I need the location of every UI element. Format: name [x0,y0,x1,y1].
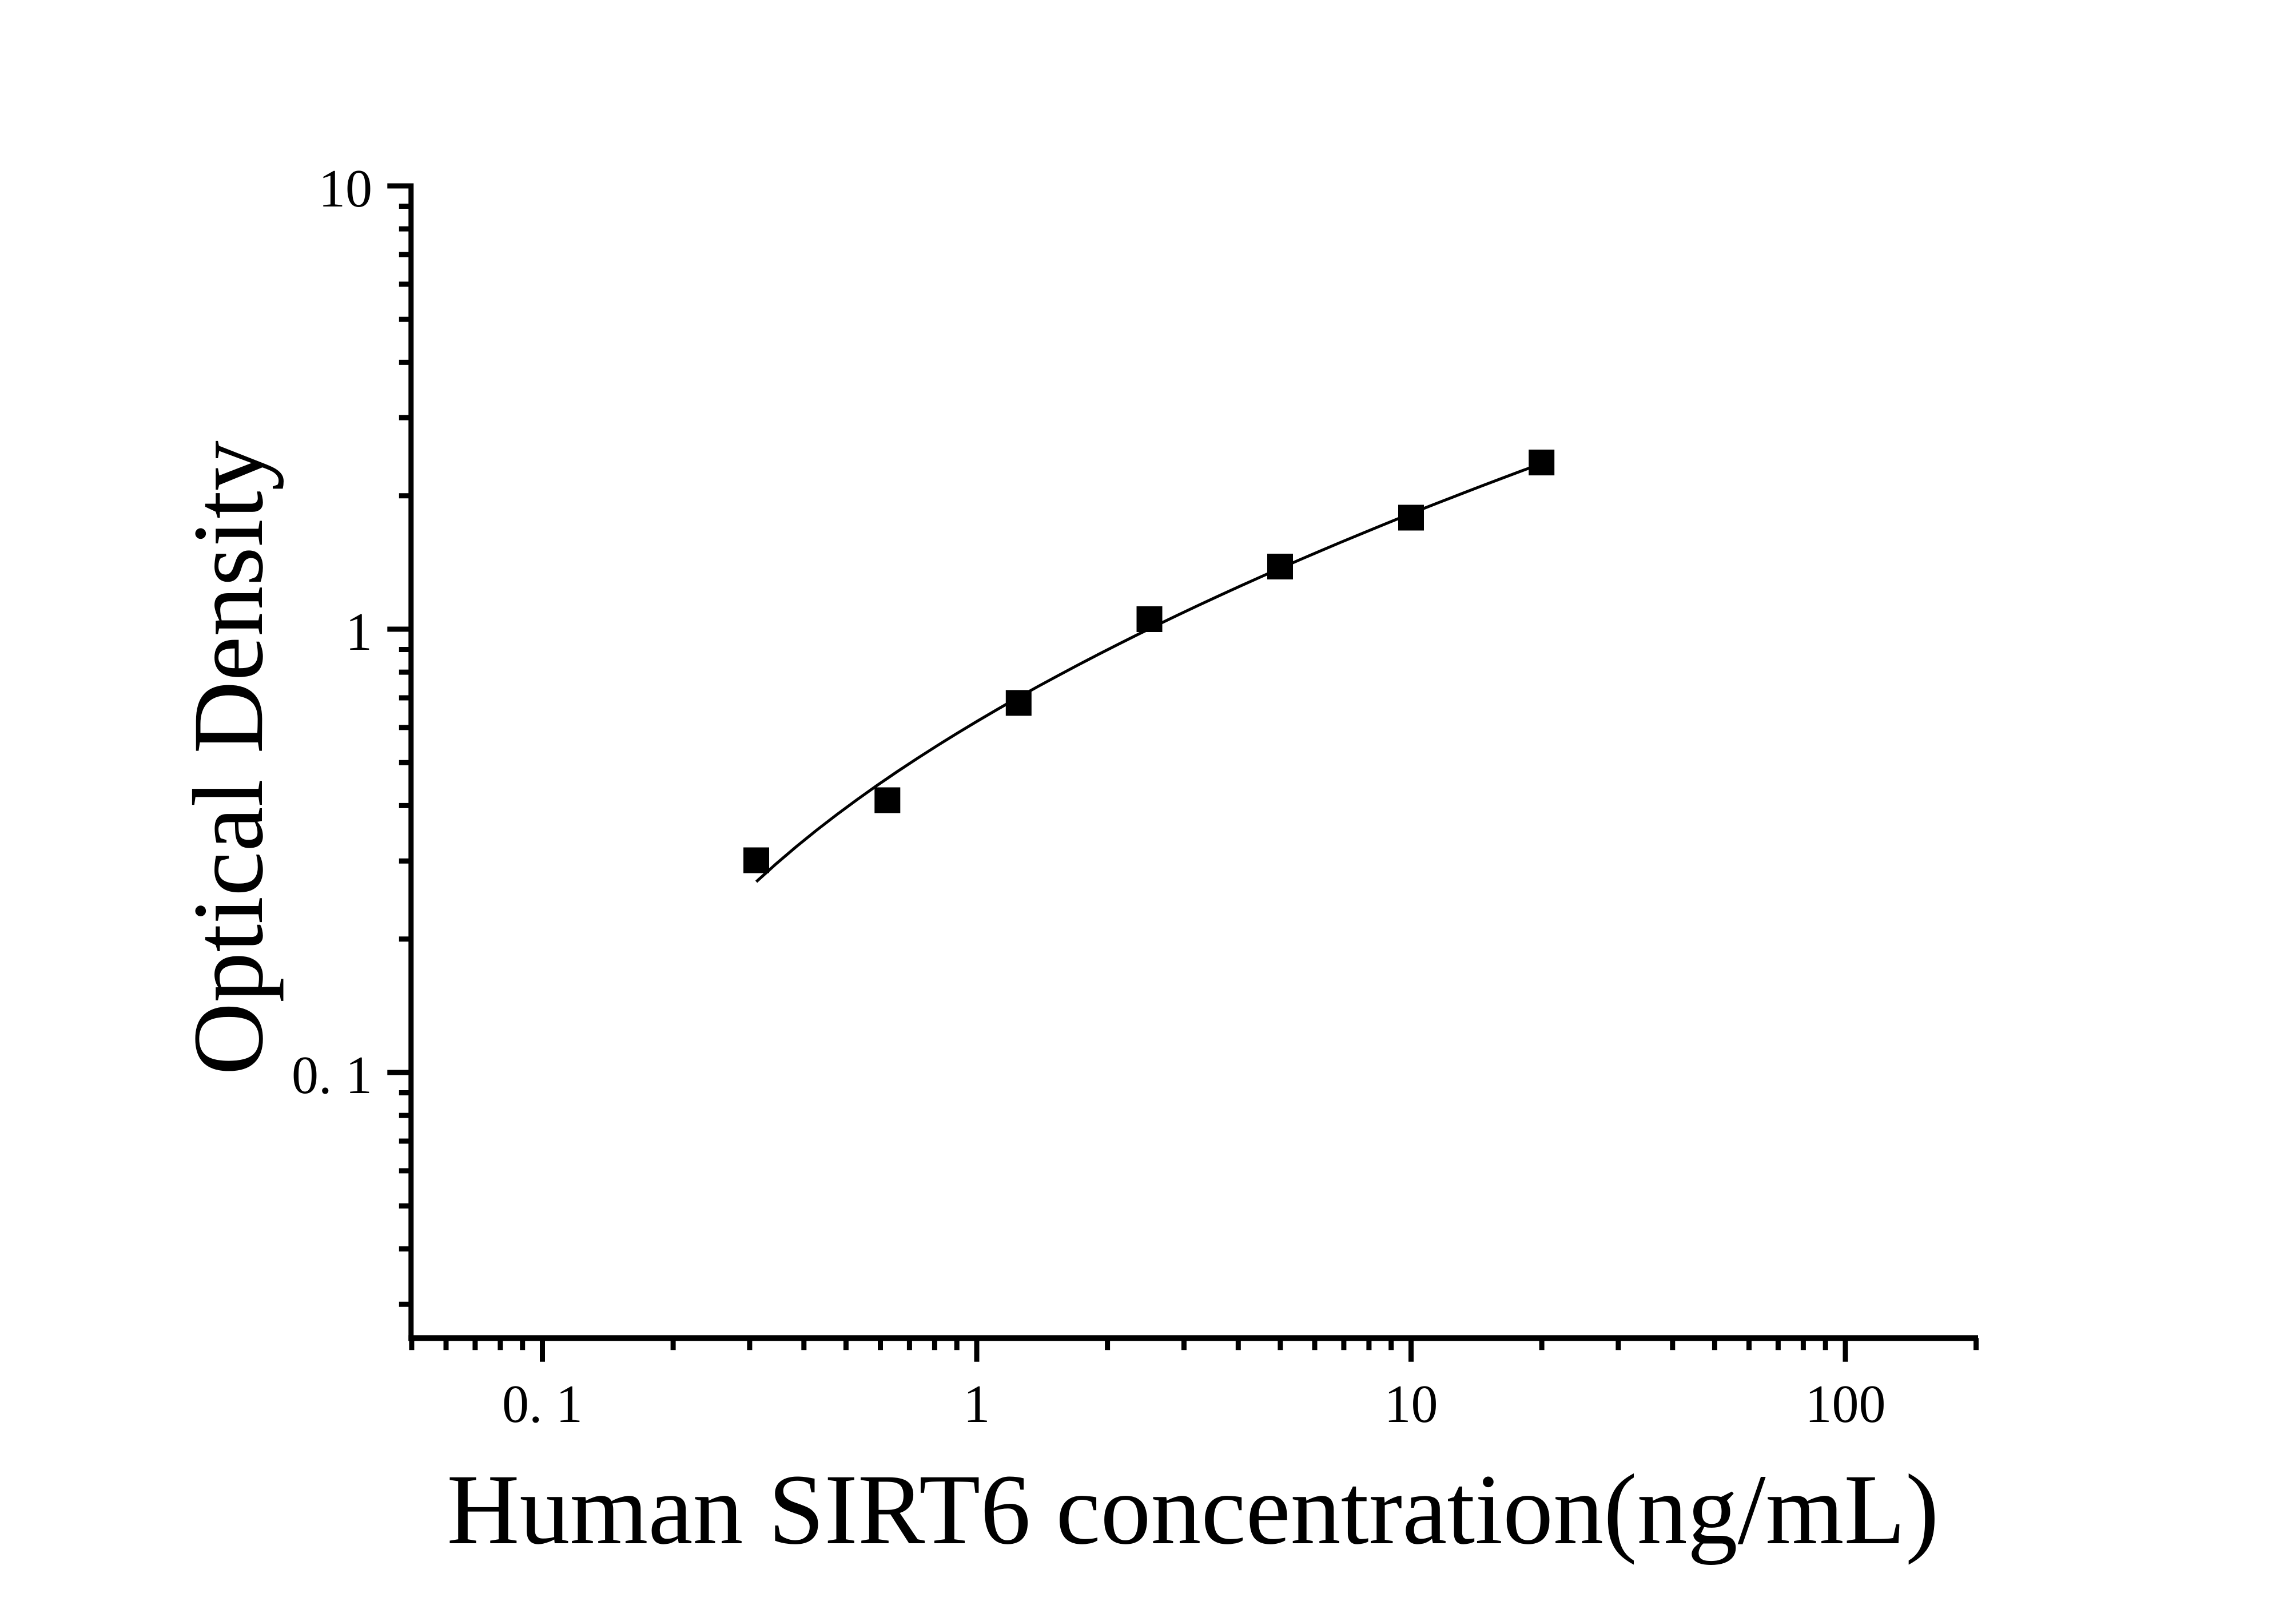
svg-text:0. 1: 0. 1 [502,1374,583,1434]
svg-text:0. 1: 0. 1 [292,1046,372,1105]
svg-text:1: 1 [345,602,372,662]
svg-text:Optical Density: Optical Density [173,440,284,1075]
svg-text:Human SIRT6 concentration(ng/m: Human SIRT6 concentration(ng/mL) [447,1454,1939,1566]
svg-text:1: 1 [964,1374,990,1434]
svg-text:10: 10 [319,159,372,218]
svg-text:100: 100 [1805,1374,1886,1434]
svg-text:10: 10 [1384,1374,1438,1434]
